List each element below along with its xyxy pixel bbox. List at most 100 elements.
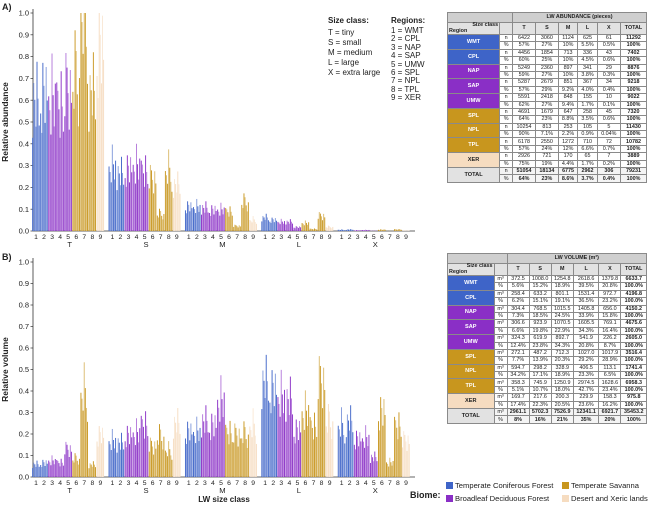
table-row: % 34.2% 17.1% 18.9% 23.3% 6.5% 100.0%: [448, 371, 647, 380]
bar: [367, 446, 369, 477]
value-cell: 633.2: [528, 289, 552, 299]
bar: [53, 464, 55, 477]
bar: [285, 224, 287, 231]
percent-cell: 34.2%: [506, 371, 530, 380]
bar: [286, 389, 288, 477]
bar: [342, 422, 344, 477]
bar: [227, 212, 229, 231]
bar: [119, 449, 121, 477]
bar: [35, 466, 37, 477]
bar: [235, 225, 237, 231]
bar: [330, 427, 332, 477]
corner-size-class: Size class: [472, 22, 499, 28]
value-cell: 258.4: [506, 289, 530, 299]
bar: [266, 217, 268, 231]
bar: [58, 109, 60, 231]
total-label-cell: TOTAL: [446, 167, 501, 183]
region-tick-label: 4: [211, 234, 215, 241]
bar: [265, 354, 267, 477]
unit-cell: %: [499, 41, 514, 50]
table-row: % 12.4% 23.8% 34.3% 20.8% 8.7% 100.0%: [448, 341, 647, 350]
unit-cell: %: [499, 100, 514, 109]
bar: [84, 388, 86, 477]
region-cell: NPL: [447, 363, 495, 380]
region-tick-label: 3: [203, 480, 207, 487]
bar: [221, 209, 223, 231]
percent-cell: 15.2%: [528, 282, 552, 291]
bar: [243, 193, 245, 231]
bar: [70, 451, 72, 477]
value-cell: 10254: [512, 122, 536, 132]
bar: [50, 465, 52, 477]
percent-cell: 1.7%: [577, 159, 598, 169]
bar: [386, 462, 388, 477]
value-cell: 972.7: [598, 289, 622, 299]
unit-cell: n: [499, 48, 514, 58]
percent-cell: 7.1%: [534, 130, 559, 139]
percent-cell: 12%: [557, 144, 579, 154]
bar: [221, 399, 223, 477]
percent-cell: 100%: [619, 70, 648, 80]
table-row: NAP m³ 304.4 768.5 1015.5 1405.8 656.0 4150.2: [447, 304, 647, 321]
value-cell: 848: [557, 93, 579, 102]
bar: [264, 398, 266, 477]
bar: [264, 219, 266, 231]
bar: [251, 437, 253, 477]
bar: [69, 70, 71, 231]
bar: [176, 192, 178, 231]
bar: [60, 458, 62, 477]
percent-cell: 18.0%: [550, 385, 574, 395]
table-row: SAP n 5287 2679 851 367 34 9218: [446, 78, 648, 95]
region-tick-label: 8: [243, 234, 247, 241]
total-value-cell: 18134: [534, 167, 559, 176]
region-cell: WMT: [446, 34, 501, 50]
region-tick-label: 7: [82, 234, 86, 241]
unit-cell: m³: [493, 304, 508, 313]
bar: [68, 129, 70, 231]
bar: [242, 208, 244, 231]
bar: [186, 443, 187, 477]
bar: [356, 430, 357, 477]
bar: [38, 466, 40, 477]
bar: [33, 83, 35, 231]
bar: [147, 436, 149, 477]
value-cell: 358.3: [506, 378, 530, 387]
bar: [103, 437, 105, 477]
bar: [37, 464, 39, 477]
bar: [32, 137, 34, 231]
bar: [305, 410, 307, 477]
unit-cell: %: [493, 415, 508, 424]
bar: [117, 438, 119, 477]
value-cell: 647: [557, 107, 579, 117]
bar: [130, 427, 132, 477]
region-tick-label: 3: [279, 480, 283, 487]
bar: [188, 428, 190, 477]
y-tick-label: 0.8: [19, 52, 29, 61]
bar: [73, 108, 75, 231]
bar: [214, 205, 216, 231]
value-cell: 11292: [619, 33, 648, 43]
bar: [254, 435, 256, 477]
corner-region: Region: [449, 27, 468, 34]
percent-cell: 33.9%: [572, 311, 600, 321]
bar: [397, 229, 399, 231]
bar: [174, 416, 175, 477]
bar: [93, 90, 95, 231]
bar: [338, 429, 340, 477]
bar: [65, 441, 67, 477]
bar: [329, 411, 330, 477]
region-tick-label: 5: [372, 234, 376, 241]
y-axis-label: Relative abundance: [0, 82, 10, 162]
bar: [343, 229, 345, 231]
value-cell: 813: [534, 122, 559, 132]
y-tick-label: 0.7: [19, 322, 29, 331]
bar: [184, 210, 186, 231]
bar: [201, 437, 203, 477]
bar: [323, 213, 325, 231]
bar: [238, 225, 240, 231]
value-cell: 710: [577, 137, 598, 146]
region-tick-label: 6: [227, 234, 231, 241]
bar: [249, 426, 251, 477]
bar: [388, 466, 390, 477]
table-row: NPL n 10254 813 253 105 5 11430: [446, 122, 648, 139]
